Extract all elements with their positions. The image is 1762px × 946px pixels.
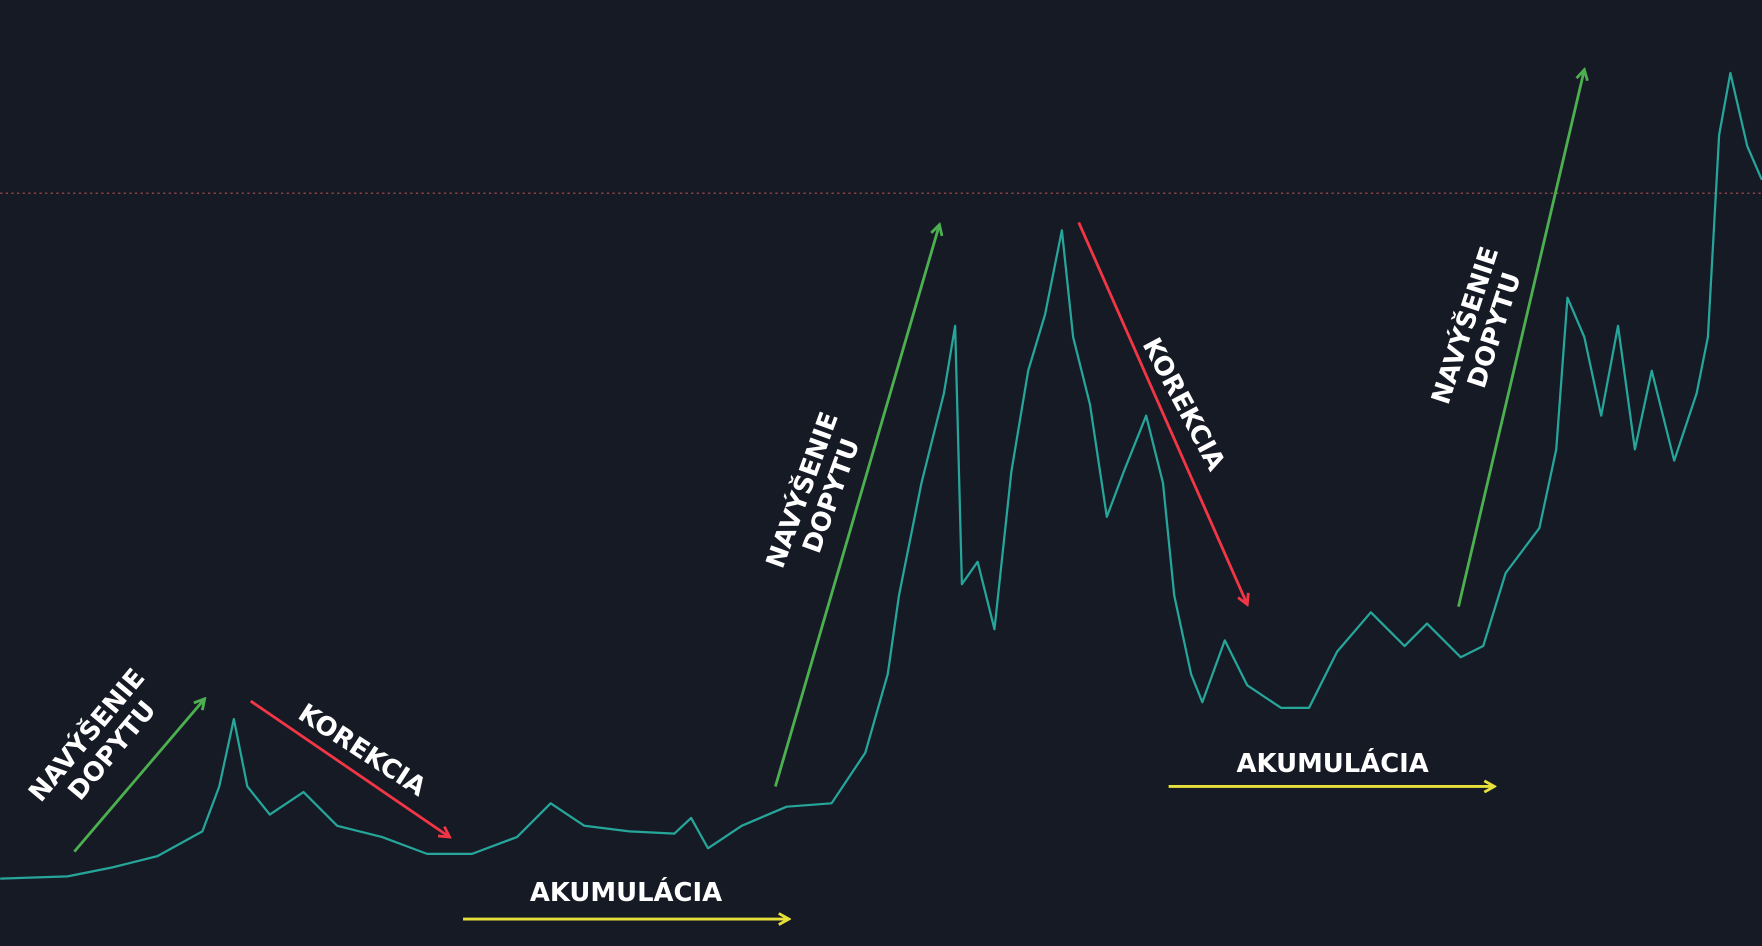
- annotation: AKUMULÁCIA: [530, 876, 722, 908]
- annotation-line: AKUMULÁCIA: [530, 876, 722, 908]
- arrow: [73, 699, 204, 853]
- series-layer: [0, 71, 1762, 880]
- arrow: [1457, 70, 1584, 608]
- annotation-line: AKUMULÁCIA: [1237, 746, 1429, 778]
- arrows: [73, 70, 1584, 919]
- annotation: AKUMULÁCIA: [1237, 746, 1429, 778]
- price-line-series: [0, 71, 1762, 880]
- arrow: [774, 225, 939, 787]
- arrow: [1077, 221, 1248, 604]
- arrow: [249, 699, 450, 837]
